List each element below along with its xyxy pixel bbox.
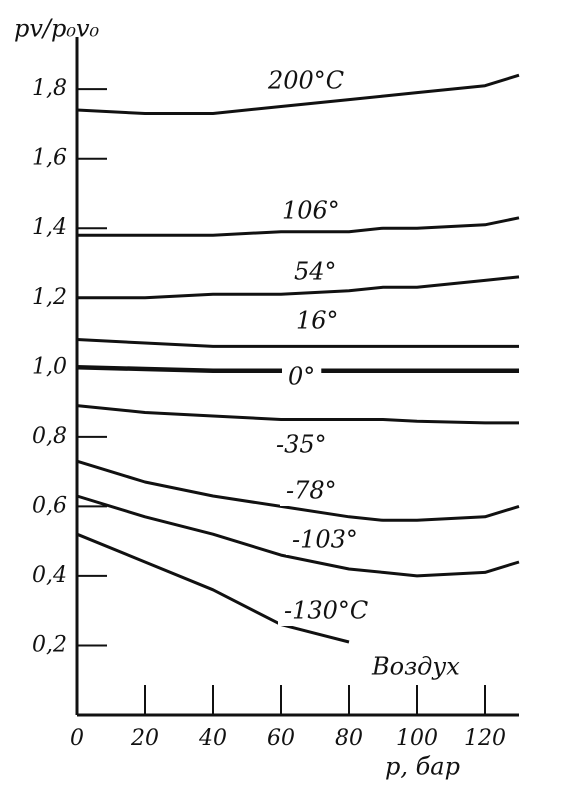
curve — [76, 338, 519, 348]
y-tick-label: 1,2 — [32, 285, 67, 310]
curve — [76, 532, 350, 644]
label-bg — [276, 198, 346, 226]
curve — [76, 494, 520, 578]
label-bg — [282, 364, 322, 392]
curve — [76, 365, 519, 374]
y-tick-label: 1,6 — [32, 146, 67, 171]
y-tick-label: 0,4 — [32, 563, 67, 588]
x-axis-label: p, бар — [385, 753, 460, 781]
annotation: Воздух — [371, 653, 460, 681]
x-tick-label: 120 — [464, 726, 506, 751]
series-label: -35° — [276, 431, 327, 459]
series-label: 54° — [294, 258, 337, 286]
label-bg — [262, 68, 351, 96]
x-tick-label: 80 — [335, 726, 363, 751]
x-tick-label: 60 — [267, 726, 295, 751]
y-tick-label: 0,2 — [32, 632, 67, 657]
y-tick-label: 1,4 — [32, 215, 67, 240]
x-tick-label: 100 — [396, 726, 438, 751]
x-tick-label: 0 — [70, 726, 84, 751]
label-bg — [278, 598, 375, 626]
curve — [76, 459, 520, 522]
y-tick-label: 0,8 — [32, 424, 67, 449]
curve — [76, 404, 519, 425]
label-bg — [286, 527, 364, 555]
x-tick-label: 20 — [130, 726, 159, 751]
y-tick-label: 0,6 — [32, 493, 67, 518]
series-label: 16° — [296, 307, 339, 335]
series-label: 106° — [282, 197, 340, 225]
curve — [76, 73, 520, 115]
y-tick-label: 1,0 — [32, 354, 67, 379]
series-label: -103° — [292, 526, 358, 554]
x-tick-label: 40 — [198, 726, 227, 751]
series-label: -130°C — [284, 597, 368, 625]
series-label: -78° — [286, 477, 337, 505]
label-bg — [290, 308, 345, 336]
y-tick-label: 1,8 — [32, 76, 67, 101]
curve — [77, 275, 520, 300]
label-bg — [280, 478, 343, 506]
label-bg — [288, 259, 343, 287]
series-label: 200°C — [267, 67, 344, 95]
y-axis-label: pv/p₀v₀ — [14, 15, 100, 43]
curve — [77, 216, 520, 237]
series-label: 0° — [288, 363, 315, 391]
label-bg — [270, 432, 333, 460]
